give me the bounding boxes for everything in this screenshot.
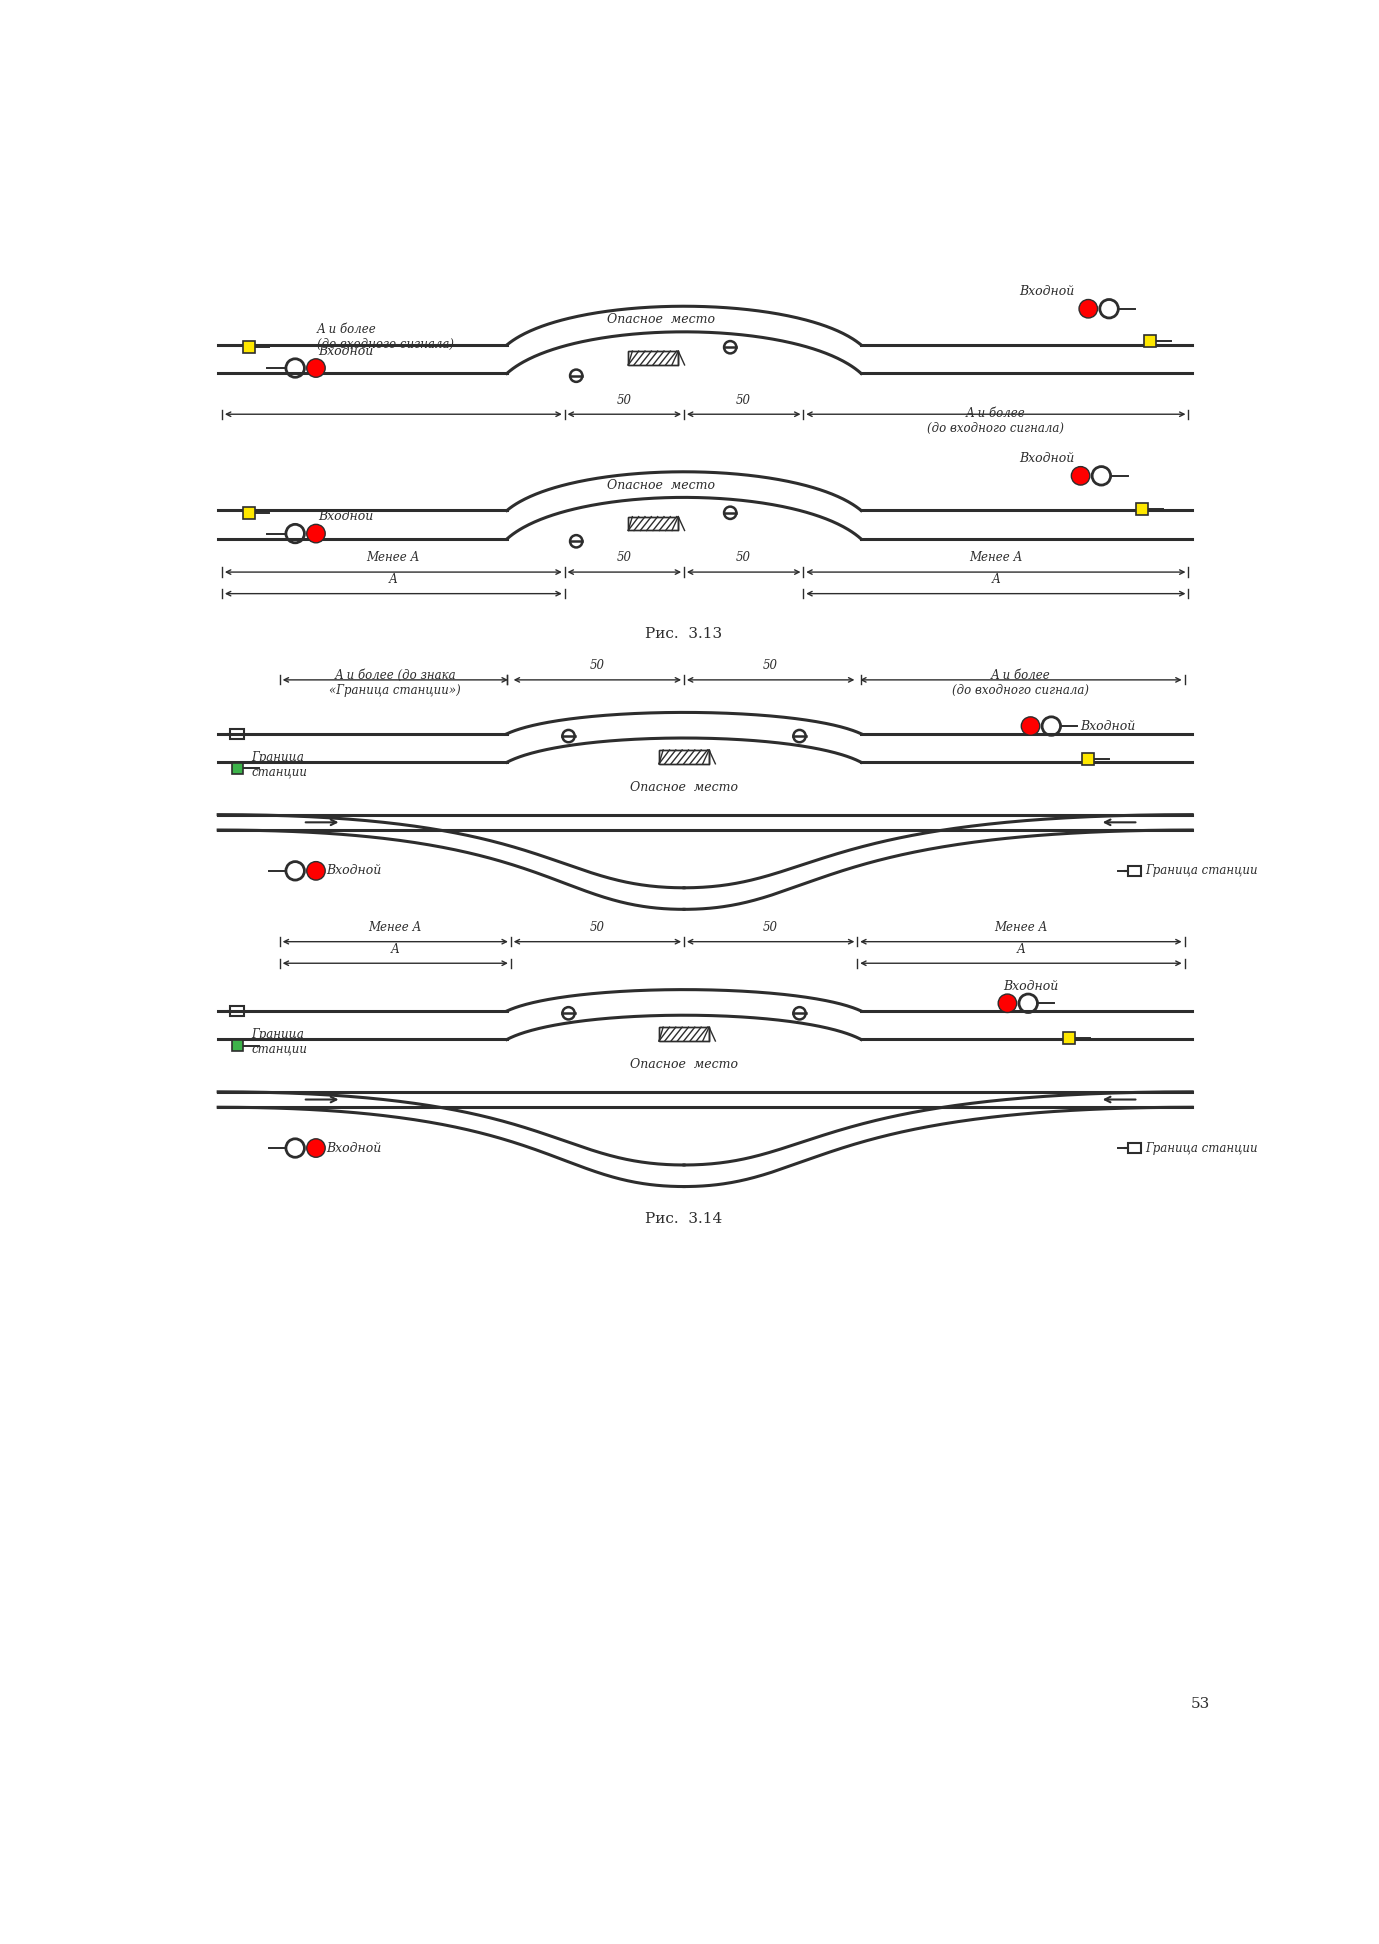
Bar — [1145, 334, 1156, 346]
Text: А и более (до знака
«Граница станции»): А и более (до знака «Граница станции») — [330, 669, 461, 698]
Bar — [659, 1026, 709, 1040]
Text: 50: 50 — [736, 393, 752, 406]
Text: Опасное  место: Опасное место — [630, 781, 738, 795]
Text: 53: 53 — [1190, 1697, 1209, 1711]
Text: Входной: Входной — [1019, 453, 1074, 465]
Bar — [629, 517, 678, 531]
Text: Менее А: Менее А — [994, 921, 1048, 933]
Text: А: А — [992, 573, 1000, 585]
Bar — [629, 352, 678, 365]
Text: 50: 50 — [616, 393, 632, 406]
Bar — [1128, 865, 1142, 875]
Text: Рис.  3.14: Рис. 3.14 — [645, 1211, 723, 1227]
Text: Менее А: Менее А — [969, 552, 1023, 564]
Circle shape — [998, 993, 1016, 1013]
Text: А и более
(до входного сигнала): А и более (до входного сигнала) — [317, 323, 454, 352]
Text: Рис.  3.13: Рис. 3.13 — [645, 626, 723, 642]
Bar — [243, 507, 255, 519]
Circle shape — [1078, 299, 1098, 319]
Text: 50: 50 — [590, 659, 605, 673]
Bar — [243, 342, 255, 354]
Text: Опасное  место: Опасное место — [630, 1058, 738, 1071]
Bar — [232, 1040, 243, 1052]
Bar — [659, 1026, 709, 1040]
Text: 50: 50 — [763, 659, 778, 673]
Circle shape — [306, 861, 325, 881]
Circle shape — [306, 525, 325, 542]
Circle shape — [306, 360, 325, 377]
Bar — [230, 1007, 244, 1017]
Text: А: А — [390, 943, 400, 956]
Bar — [1083, 754, 1094, 766]
Text: 50: 50 — [616, 552, 632, 564]
Text: Входной: Входной — [1019, 286, 1074, 297]
Text: Граница
станции: Граница станции — [251, 750, 308, 780]
Text: Менее А: Менее А — [367, 552, 421, 564]
Text: 50: 50 — [763, 921, 778, 933]
Text: Входной: Входной — [1080, 719, 1135, 733]
Text: Граница станции: Граница станции — [1145, 865, 1258, 877]
Text: Входной: Входной — [325, 865, 381, 877]
Bar — [629, 352, 678, 365]
Text: А и более
(до входного сигнала): А и более (до входного сигнала) — [953, 669, 1089, 698]
Text: А: А — [1016, 943, 1026, 956]
Text: Входной: Входной — [325, 1141, 381, 1155]
Bar — [1128, 1143, 1142, 1153]
Text: Опасное  место: Опасное место — [607, 313, 716, 327]
Text: Входной: Входной — [319, 344, 374, 358]
Text: А и более
(до входного сигнала): А и более (до входного сигнала) — [927, 406, 1065, 435]
Bar — [659, 750, 709, 764]
Text: 50: 50 — [736, 552, 752, 564]
Bar — [232, 762, 243, 774]
Bar — [1063, 1032, 1074, 1044]
Bar — [659, 750, 709, 764]
Bar — [629, 517, 678, 531]
Text: Менее А: Менее А — [368, 921, 422, 933]
Text: Опасное  место: Опасное место — [607, 480, 716, 492]
Text: Граница
станции: Граница станции — [251, 1028, 308, 1056]
Circle shape — [1022, 717, 1040, 735]
Text: Входной: Входной — [319, 509, 374, 523]
Bar — [230, 729, 244, 739]
Text: Граница станции: Граница станции — [1145, 1141, 1258, 1155]
Bar — [1136, 503, 1147, 515]
Circle shape — [306, 1139, 325, 1157]
Text: Входной: Входной — [1004, 980, 1059, 993]
Text: А: А — [389, 573, 397, 585]
Circle shape — [1071, 467, 1089, 486]
Text: 50: 50 — [590, 921, 605, 933]
